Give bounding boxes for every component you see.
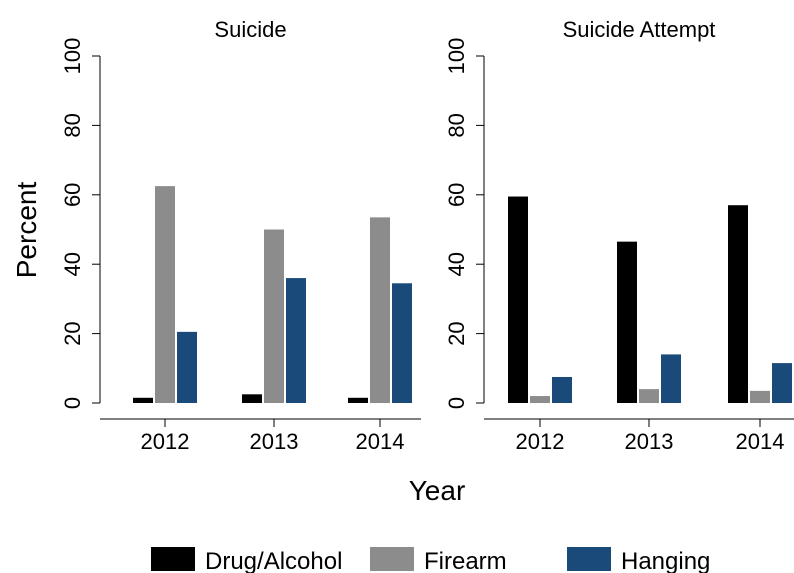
x-tick-label: 2012 <box>141 429 190 454</box>
bar-hanging-2013 <box>286 278 306 403</box>
bar-drug-alcohol-2013 <box>242 394 262 403</box>
y-tick-label: 80 <box>60 113 85 137</box>
legend-item: Drug/Alcohol <box>151 547 342 573</box>
y-axis-label: Percent <box>11 182 42 279</box>
y-tick-label: 40 <box>60 252 85 276</box>
legend: Drug/Alcohol Firearm Hanging <box>151 547 710 573</box>
panel-title: Suicide <box>214 17 286 42</box>
y-tick-label: 0 <box>60 397 85 409</box>
y-tick-label: 80 <box>444 113 469 137</box>
bar-hanging-2013 <box>661 354 681 403</box>
x-tick-label: 2013 <box>250 429 299 454</box>
bar-drug-alcohol-2014 <box>348 397 368 403</box>
panel-1: Suicide 0 20 40 60 80 100 2012 2013 2014 <box>60 17 421 454</box>
bar-firearm-2012 <box>530 396 550 403</box>
y-tick-label: 40 <box>444 252 469 276</box>
bar-drug-alcohol-2013 <box>617 241 637 403</box>
y-tick-label: 100 <box>444 38 469 75</box>
bar-drug-alcohol-2012 <box>508 196 528 403</box>
bar-firearm-2013 <box>264 229 284 403</box>
bar-drug-alcohol-2014 <box>728 205 748 403</box>
y-tick-label: 60 <box>60 183 85 207</box>
legend-swatch <box>151 547 195 571</box>
x-tick-label: 2014 <box>356 429 405 454</box>
bar-firearm-2014 <box>750 390 770 403</box>
bar-hanging-2012 <box>552 376 572 403</box>
legend-label: Hanging <box>621 548 710 573</box>
x-tick-label: 2012 <box>516 429 565 454</box>
legend-swatch <box>370 547 414 571</box>
legend-label: Firearm <box>424 548 507 573</box>
x-tick-label: 2013 <box>625 429 674 454</box>
panel-2: Suicide Attempt 0 20 40 60 80 100 2012 2013 2014 <box>444 17 794 454</box>
bar-firearm-2014 <box>370 217 390 403</box>
y-tick-label: 20 <box>444 321 469 345</box>
bar-drug-alcohol-2012 <box>133 397 153 403</box>
y-tick-label: 60 <box>444 183 469 207</box>
x-tick-label: 2014 <box>736 429 785 454</box>
bar-hanging-2014 <box>392 283 412 403</box>
bar-hanging-2012 <box>177 331 197 403</box>
y-tick-label: 0 <box>444 397 469 409</box>
panel-title: Suicide Attempt <box>563 17 716 42</box>
bar-firearm-2012 <box>155 186 175 403</box>
y-tick-label: 20 <box>60 321 85 345</box>
y-tick-label: 100 <box>60 38 85 75</box>
x-axis-label: Year <box>409 475 466 506</box>
bar-firearm-2013 <box>639 389 659 403</box>
legend-label: Drug/Alcohol <box>205 548 342 573</box>
legend-item: Firearm <box>370 547 507 573</box>
bar-hanging-2014 <box>772 363 792 403</box>
legend-swatch <box>567 547 611 571</box>
legend-item: Hanging <box>567 547 710 573</box>
